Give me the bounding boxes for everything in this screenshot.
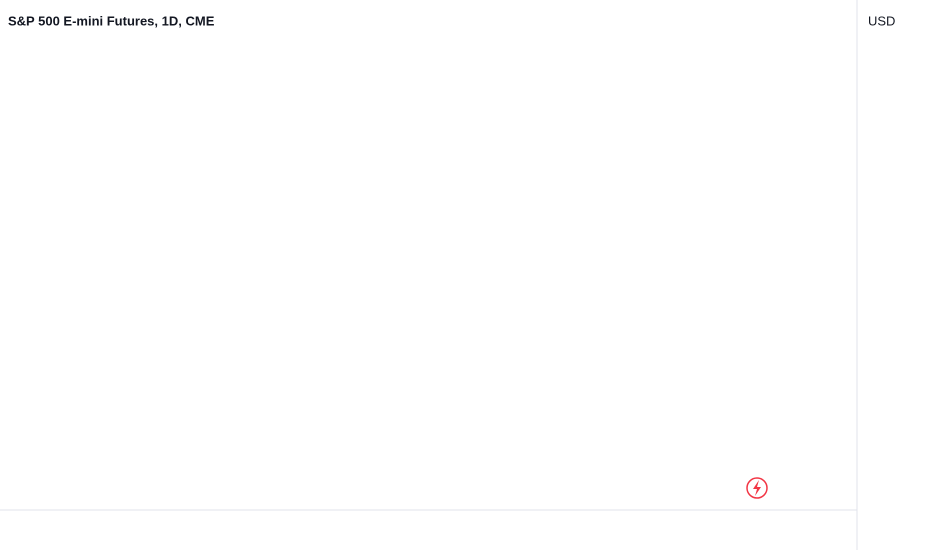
currency: USD <box>868 13 895 28</box>
lightning-icon <box>746 477 768 499</box>
chart-title: S&P 500 E-mini Futures, 1D, CME <box>8 13 215 28</box>
